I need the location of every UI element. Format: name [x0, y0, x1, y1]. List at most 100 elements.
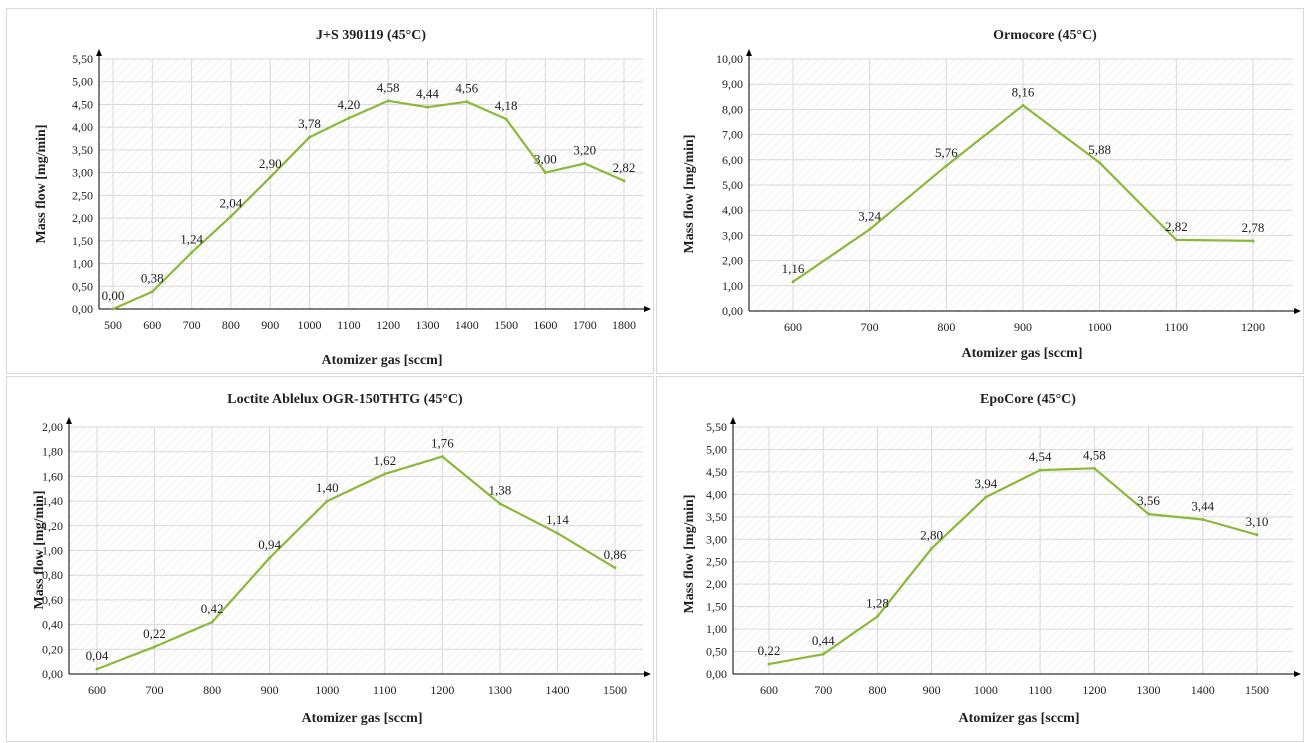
series-line [768, 467, 1258, 666]
data-point [555, 531, 559, 535]
y-tick-label: 1,60 [42, 469, 63, 483]
data-point [425, 105, 429, 109]
data-point [622, 179, 626, 183]
y-tick-label: 8,00 [722, 102, 743, 116]
y-axis-arrow [746, 49, 752, 56]
y-tick-label: 3,50 [706, 510, 727, 524]
data-label: 8,16 [1012, 84, 1035, 99]
y-tick-label: 5,50 [72, 52, 93, 66]
plot-area [99, 59, 643, 309]
data-label: 0,00 [102, 288, 125, 303]
data-label: 3,10 [1246, 514, 1269, 529]
data-point [268, 556, 272, 560]
data-point [930, 546, 934, 550]
data-label: 4,58 [377, 80, 400, 95]
data-point [386, 99, 390, 103]
data-point [268, 175, 272, 179]
y-axis-title: Mass flow [mg/min] [682, 495, 697, 614]
data-label: 2,82 [613, 160, 636, 175]
data-point [440, 455, 444, 459]
y-axis-arrow [96, 49, 102, 56]
chart-title: Loctite Ablelux OGR-150THTG (45°C) [227, 392, 463, 407]
data-point [1255, 533, 1259, 537]
y-tick-label: 5,00 [722, 178, 743, 192]
data-label: 0,42 [201, 601, 224, 616]
x-axis-arrow [644, 306, 651, 312]
data-point [543, 171, 547, 175]
data-label: 2,80 [920, 527, 943, 542]
y-tick-label: 0,00 [72, 302, 93, 316]
x-tick-label: 700 [861, 320, 879, 334]
y-tick-label: 1,00 [706, 622, 727, 636]
data-label: 2,82 [1165, 219, 1188, 234]
y-tick-label: 1,00 [42, 544, 63, 558]
y-tick-label: 5,00 [706, 442, 727, 456]
y-tick-label: 6,00 [722, 153, 743, 167]
data-point [984, 495, 988, 499]
x-tick-label: 600 [784, 320, 802, 334]
data-point [1174, 238, 1178, 242]
x-tick-label: 700 [146, 683, 164, 697]
x-tick-label: 1100 [337, 318, 361, 332]
chart-panel-ormocore: Ormocore (45°C) Atomizer gas [sccm] Mass… [656, 8, 1304, 374]
data-label: 4,44 [416, 86, 439, 101]
y-tick-label: 2,00 [722, 254, 743, 268]
data-point [583, 162, 587, 166]
y-tick-label: 3,50 [72, 143, 93, 157]
x-tick-label: 1100 [373, 683, 397, 697]
x-tick-label: 1000 [1088, 320, 1112, 334]
y-tick-label: 4,00 [72, 120, 93, 134]
y-axis-title: Mass flow [mg/min] [34, 125, 49, 244]
y-axis-title: Mass flow [mg/min] [682, 135, 697, 254]
y-axis-title: Mass flow [mg/min] [32, 491, 47, 610]
data-label: 1,40 [316, 480, 339, 495]
chart-svg-epocore: EpoCore (45°C) Atomizer gas [sccm] Mass … [682, 392, 1301, 726]
x-tick-label: 1000 [315, 683, 339, 697]
y-tick-label: 1,20 [42, 519, 63, 533]
x-tick-label: 800 [222, 318, 240, 332]
y-tick-label: 1,50 [706, 600, 727, 614]
data-label: 0,22 [143, 626, 166, 641]
y-tick-label: 1,00 [722, 279, 743, 293]
data-label: 0,94 [258, 537, 281, 552]
x-tick-label: 1400 [455, 318, 479, 332]
data-label: 3,20 [573, 143, 596, 158]
data-point [944, 164, 948, 168]
y-tick-label: 4,50 [72, 97, 93, 111]
data-point [1147, 512, 1151, 516]
x-tick-label: 1200 [376, 318, 400, 332]
x-tick-label: 600 [143, 318, 161, 332]
y-tick-label: 1,80 [42, 445, 63, 459]
data-label: 0,22 [758, 643, 781, 658]
y-axis-arrow [66, 417, 72, 424]
chart-title: EpoCore (45°C) [980, 392, 1076, 407]
data-point [95, 667, 99, 671]
x-axis-title: Atomizer gas [sccm] [321, 353, 442, 368]
data-label: 1,16 [782, 261, 805, 276]
y-tick-label: 0,40 [42, 618, 63, 632]
data-point [1251, 239, 1255, 243]
y-tick-label: 2,50 [706, 555, 727, 569]
data-label: 4,56 [455, 81, 478, 96]
data-label: 2,78 [1242, 220, 1265, 235]
data-label: 1,28 [866, 596, 889, 611]
data-point [498, 502, 502, 506]
x-tick-label: 1800 [612, 318, 636, 332]
x-tick-label: 1600 [533, 318, 557, 332]
x-tick-label: 500 [104, 318, 122, 332]
data-label: 1,24 [180, 232, 203, 247]
x-tick-label: 1100 [1028, 683, 1052, 697]
data-point [190, 251, 194, 255]
data-label: 4,20 [337, 97, 360, 112]
x-tick-label: 800 [937, 320, 955, 334]
y-tick-label: 0,20 [42, 642, 63, 656]
y-tick-label: 3,00 [72, 166, 93, 180]
plot-area [733, 427, 1293, 674]
x-axis-title: Atomizer gas [sccm] [301, 711, 422, 726]
data-point [791, 280, 795, 284]
x-tick-label: 1200 [1241, 320, 1265, 334]
x-tick-label: 600 [88, 683, 106, 697]
x-tick-label: 1000 [974, 683, 998, 697]
data-point [1201, 518, 1205, 522]
data-label: 4,54 [1029, 449, 1052, 464]
